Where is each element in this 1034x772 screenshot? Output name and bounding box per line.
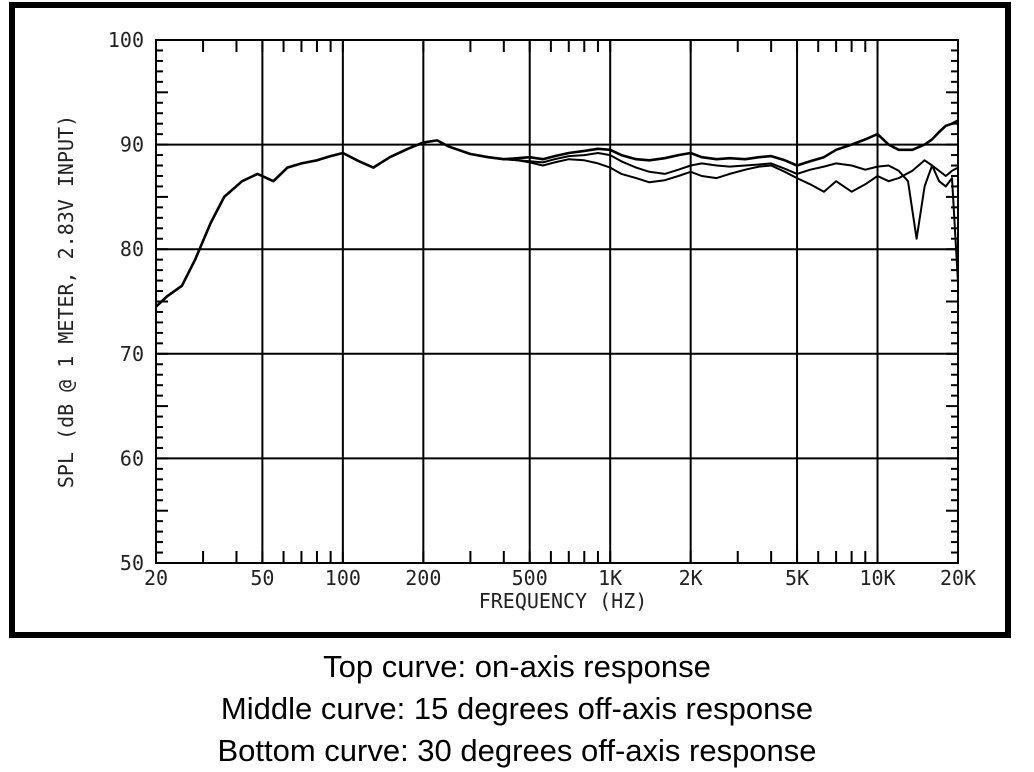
caption-top-curve: Top curve: on-axis response	[323, 649, 711, 684]
y-tick-label: 80	[120, 237, 144, 261]
x-tick-label: 20	[144, 566, 168, 590]
chart-frame: 50 60 70 80 90 100 20 50 100 200 500 1K 2K 5K 10K 20K …	[9, 2, 1011, 638]
x-tick-label: 1K	[598, 566, 622, 590]
off-axis-30-curve	[155, 139, 959, 308]
y-tick-label: 60	[120, 446, 144, 470]
caption-bottom-curve: Bottom curve: 30 degrees off-axis respon…	[217, 733, 817, 768]
plot-border	[155, 39, 959, 564]
y-tick-label: 90	[120, 133, 144, 157]
x-tick-label: 5K	[785, 566, 809, 590]
x-tick-label: 10K	[859, 566, 895, 590]
caption-middle-curve: Middle curve: 15 degrees off-axis respon…	[220, 691, 814, 726]
x-tick-label: 200	[405, 566, 441, 590]
series-group	[155, 119, 959, 308]
x-tick-label: 100	[325, 566, 361, 590]
y-tick-label: 70	[120, 342, 144, 366]
y-tick-label: 50	[120, 551, 144, 575]
x-axis-title: FREQUENCY (HZ)	[479, 589, 648, 613]
caption-block: Top curve: on-axis response Middle curve…	[0, 646, 1034, 772]
x-tick-label: 500	[512, 566, 548, 590]
x-tick-labels: 20 50 100 200 500 1K 2K 5K 10K 20K	[144, 566, 976, 590]
minor-ticks	[155, 39, 959, 564]
grid-lines	[155, 39, 959, 564]
off-axis-15-curve	[155, 139, 959, 308]
x-tick-label: 50	[250, 566, 274, 590]
y-axis-title: SPL (dB @ 1 METER, 2.83V INPUT)	[54, 115, 78, 488]
x-tick-label: 2K	[679, 566, 703, 590]
on-axis-curve	[155, 119, 959, 308]
y-tick-label: 100	[108, 28, 144, 52]
y-tick-labels: 50 60 70 80 90 100	[108, 28, 144, 575]
x-tick-label: 20K	[940, 566, 976, 590]
